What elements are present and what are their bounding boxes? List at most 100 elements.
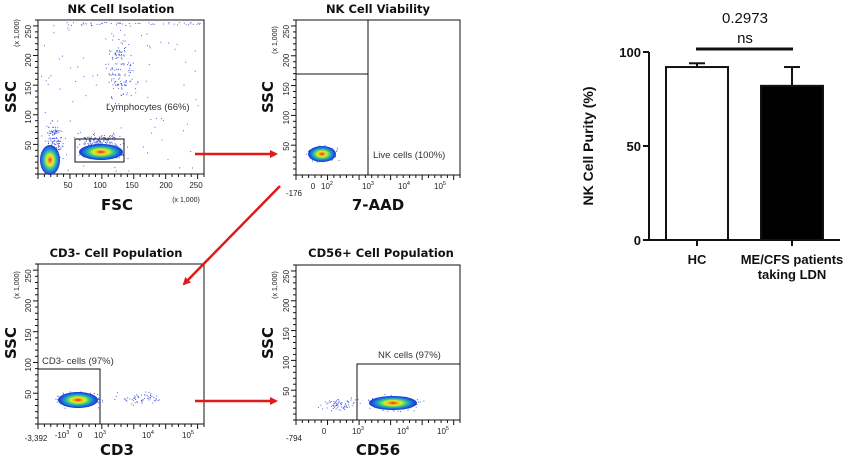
- event-dot: [136, 401, 138, 403]
- event-dot: [123, 398, 125, 400]
- event-dot: [51, 120, 53, 122]
- x-tick-label: 102: [321, 181, 333, 191]
- event-dot: [98, 140, 100, 142]
- event-dot: [150, 393, 152, 395]
- x-tick-label: taking LDN: [758, 267, 827, 282]
- event-dot: [47, 132, 48, 134]
- y-tick-label: 50: [24, 389, 33, 398]
- event-dot: [82, 22, 84, 24]
- event-dot: [112, 58, 114, 60]
- event-dot: [115, 75, 117, 76]
- event-dot: [99, 141, 101, 143]
- event-dot: [423, 400, 425, 402]
- event-dot: [195, 99, 197, 101]
- event-dot: [62, 393, 64, 395]
- event-dot: [199, 23, 201, 25]
- event-dot: [112, 72, 114, 74]
- event-dot: [113, 35, 114, 37]
- event-dot: [119, 22, 121, 24]
- event-dot: [343, 406, 345, 408]
- event-dot: [142, 398, 144, 400]
- event-dot: [147, 152, 148, 154]
- x-axis-title: 7-AAD: [352, 196, 404, 214]
- bars: [665, 62, 824, 242]
- event-dot: [387, 410, 389, 412]
- event-dot: [96, 143, 98, 145]
- event-dot: [334, 156, 336, 158]
- event-dot: [110, 74, 112, 76]
- event-dot: [353, 401, 355, 403]
- event-dot: [336, 400, 337, 402]
- event-dot: [344, 409, 346, 410]
- event-dot: [156, 117, 158, 119]
- event-dot: [150, 119, 152, 120]
- event-dot: [400, 411, 401, 412]
- event-dot: [56, 401, 58, 403]
- event-dot: [326, 407, 328, 409]
- plot-frame: [295, 264, 461, 421]
- event-dot: [109, 135, 110, 137]
- gate-cd3-negative[interactable]: [37, 368, 101, 425]
- y-tick-label: 100: [24, 110, 33, 124]
- event-dot: [111, 68, 113, 70]
- event-dot: [347, 401, 349, 402]
- event-dot: [91, 25, 93, 26]
- bar-hc[interactable]: [665, 66, 729, 242]
- event-dot: [58, 145, 59, 147]
- event-dot: [82, 57, 84, 59]
- event-dot: [331, 160, 333, 162]
- bar-me-cfs[interactable]: [760, 84, 824, 241]
- event-dot: [190, 22, 192, 24]
- event-dot: [350, 399, 352, 401]
- event-dot: [123, 64, 125, 66]
- event-dot: [128, 62, 129, 64]
- y-axis-title: SSC: [2, 327, 20, 359]
- event-dot: [135, 83, 137, 85]
- event-dot: [69, 120, 71, 122]
- event-dot: [97, 140, 99, 142]
- event-dot: [129, 65, 131, 66]
- event-dot: [127, 64, 128, 66]
- x-tick-label: 104: [398, 181, 410, 191]
- event-dot: [107, 104, 109, 106]
- event-dot: [137, 395, 138, 397]
- event-dot: [98, 143, 100, 145]
- event-dot: [114, 52, 116, 54]
- event-dot: [62, 392, 64, 394]
- event-dot: [103, 139, 105, 141]
- event-dot: [316, 161, 318, 163]
- event-dot: [77, 133, 79, 134]
- event-dot: [56, 132, 58, 134]
- event-dot: [119, 136, 121, 137]
- event-dot: [347, 404, 349, 406]
- event-dot: [148, 45, 150, 47]
- event-dot: [98, 407, 99, 409]
- axes: 50 100 150 200 250 0 103 104 105: [282, 264, 461, 436]
- gate-nk-cells[interactable]: [356, 363, 461, 421]
- event-dot: [57, 140, 59, 142]
- event-dot: [125, 399, 127, 401]
- event-dot: [129, 25, 131, 27]
- event-dot: [151, 395, 153, 397]
- event-dot: [53, 140, 55, 142]
- event-dot: [54, 143, 56, 145]
- event-dot: [413, 410, 415, 412]
- x-tick-label: HC: [688, 252, 707, 267]
- event-dot: [106, 143, 108, 145]
- event-dot: [140, 394, 142, 396]
- event-dot: [336, 404, 338, 406]
- event-dot: [141, 402, 143, 404]
- event-dot: [118, 157, 120, 159]
- event-dot: [122, 43, 123, 45]
- event-dot: [53, 25, 55, 27]
- event-dot: [129, 398, 131, 400]
- axes: 50 100 150 200 250 0 102 103 104 105: [282, 19, 461, 191]
- event-dot: [124, 51, 126, 53]
- x-tick-exponent: 4: [406, 426, 409, 432]
- event-dot: [89, 139, 91, 141]
- event-dot: [59, 156, 61, 158]
- event-dot: [109, 50, 111, 52]
- event-dot: [68, 29, 70, 31]
- gate-lymphocytes[interactable]: [74, 138, 125, 163]
- event-dot: [124, 40, 126, 42]
